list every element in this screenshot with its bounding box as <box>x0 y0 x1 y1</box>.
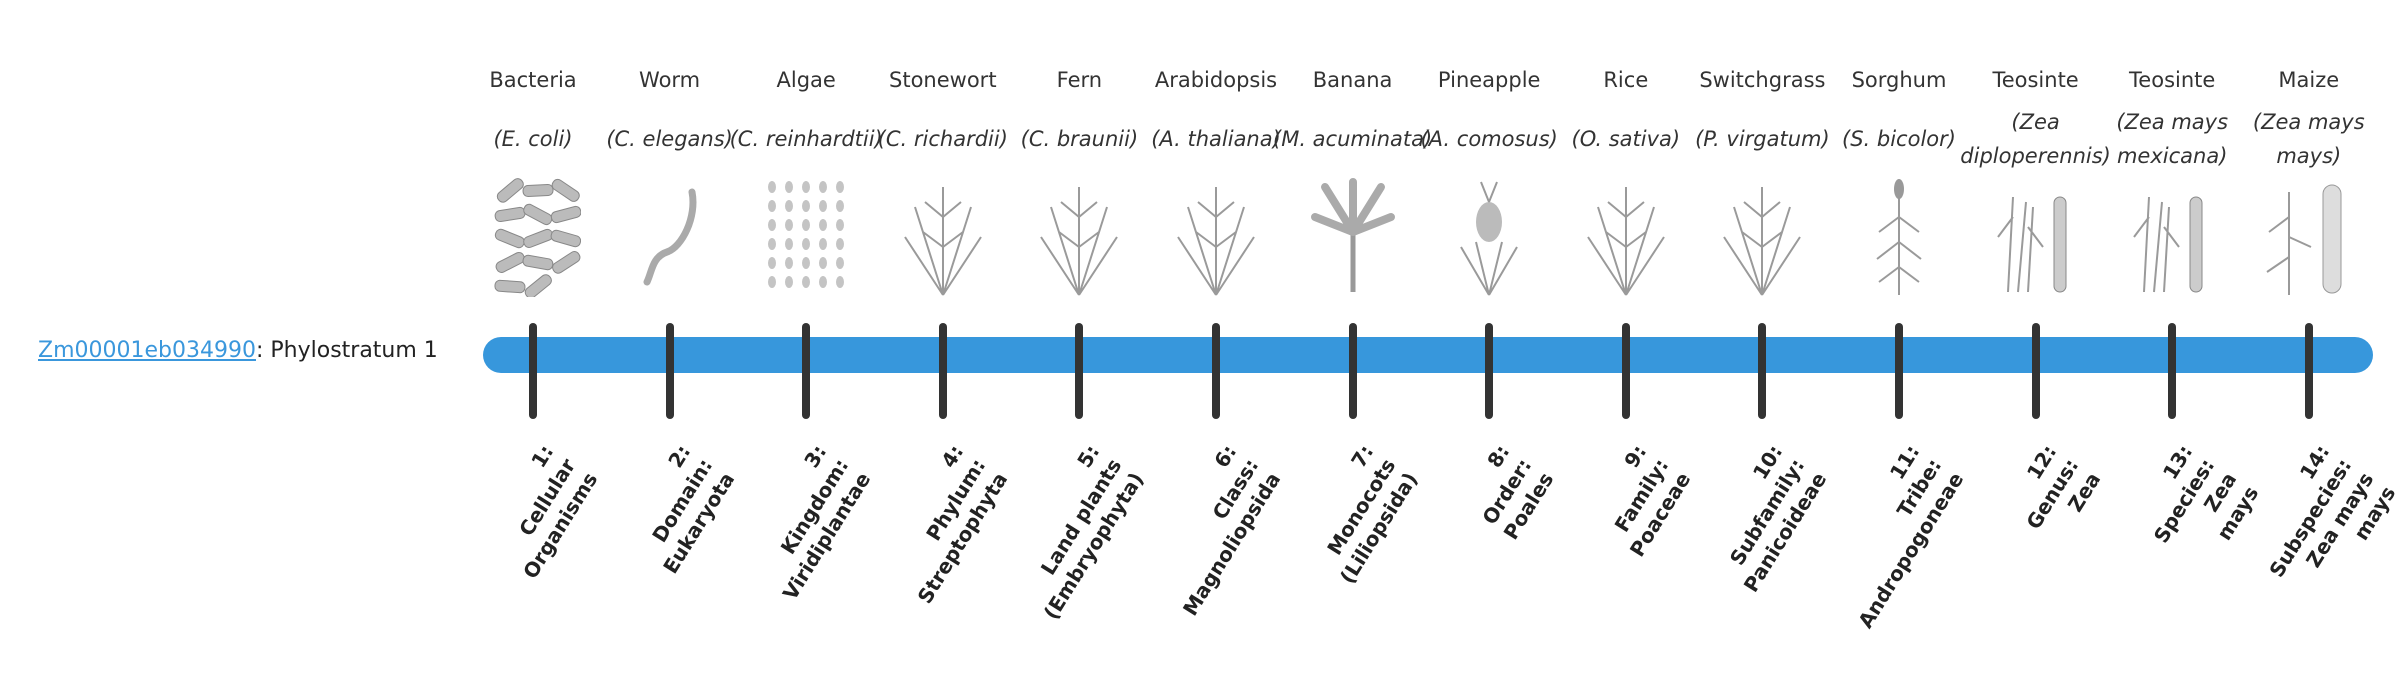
stratum-column: Bacteria (E. coli) 1: Cellular Organisms <box>465 0 602 583</box>
stratum-tick <box>2304 323 2313 419</box>
banana-icon <box>1310 178 1395 292</box>
sorghum-icon <box>1876 179 1922 295</box>
organism-common-name: Banana <box>1312 68 1393 92</box>
pineapple-icon <box>1460 181 1519 296</box>
bacteria-icon <box>494 178 581 297</box>
rice-icon <box>1586 187 1665 296</box>
organism-common-name: Rice <box>1603 68 1649 92</box>
organism-common-name: Maize <box>2278 68 2340 92</box>
stratum-tick <box>2031 323 2040 419</box>
organism-scientific-name: (Zea diploperennis) <box>1960 110 2111 168</box>
stratum-tick <box>1895 323 1903 419</box>
gene-label: Zm00001eb034990: Phylostratum 1 <box>38 338 438 363</box>
organism-scientific-name: (A. comosus) <box>1420 127 1558 151</box>
stratum-tick <box>1075 323 1084 419</box>
stratum-tick <box>1621 323 1630 419</box>
stratum-tick <box>938 323 947 419</box>
organism-scientific-name: (A. thaliana) <box>1151 127 1281 151</box>
maize-icon <box>2266 184 2342 295</box>
stratum-tick <box>1758 323 1767 419</box>
organism-scientific-name: (S. bicolor) <box>1842 127 1956 151</box>
arabidopsis-icon <box>1177 187 1255 296</box>
organism-common-name: Bacteria <box>489 68 577 92</box>
stratum-tick <box>2168 323 2177 419</box>
organism-common-name: Teosinte <box>1992 68 2079 92</box>
stratum-column: Arabidopsis (A. thaliana) 6: Class: Magnol… <box>1148 0 1285 620</box>
phylostratum-text: : Phylostratum 1 <box>255 338 438 363</box>
stratum-tick <box>1348 323 1357 419</box>
stratum-column: Stonewort (C. richardii) 4: Phylum: Strept… <box>875 0 1012 608</box>
teosinte-icon <box>1996 196 2067 293</box>
organism-common-name: Fern <box>1056 68 1103 92</box>
organism-common-name: Stonewort <box>889 68 997 92</box>
organism-common-name: Switchgrass <box>1699 68 1826 92</box>
stonewort-icon <box>903 187 982 296</box>
organism-common-name: Arabidopsis <box>1154 68 1278 92</box>
organism-common-name: Teosinte <box>2129 68 2216 92</box>
organism-scientific-name: (C. reinhardtii) <box>729 127 883 151</box>
organism-scientific-name: (C. braunii) <box>1020 127 1139 151</box>
stratum-tick <box>802 323 811 419</box>
organism-scientific-name: (C. richardii) <box>877 127 1008 151</box>
organism-common-name: Sorghum <box>1851 68 1947 92</box>
organism-common-name: Algae <box>776 68 836 92</box>
algae-icon <box>768 181 845 288</box>
teosinte-icon <box>2133 196 2203 293</box>
stratum-column: Fern (C. braunii) 5: Land plants (Embryoph… <box>1011 0 1149 624</box>
organism-common-name: Pineapple <box>1437 68 1541 92</box>
phylostrata-timeline-bar <box>483 337 2373 373</box>
gene-id-link[interactable]: Zm00001eb034990 <box>38 338 256 363</box>
worm-icon <box>643 188 697 286</box>
organism-scientific-name: (Zea mays mays) <box>2252 110 2365 168</box>
stratum-column: Switchgrass (P. virgatum) 10: Subfamily: P… <box>1694 0 1832 596</box>
stratum-column: Algae (C. reinhardtii) 3: Kingdom: Viridip… <box>730 0 883 604</box>
stratum-column: Rice (O. sativa) 9: Family: Poaceae <box>1558 0 1696 580</box>
organism-common-name: Worm <box>639 68 701 92</box>
organism-scientific-name: (O. sativa) <box>1571 127 1681 151</box>
stratum-column: Sorghum (S. bicolor) 11: Tribe: Andropogon… <box>1831 0 1968 632</box>
organism-scientific-name: (E. coli) <box>493 127 573 151</box>
stratum-tick <box>665 323 674 419</box>
organism-scientific-name: (C. elegans) <box>606 127 733 151</box>
stratum-column: Worm (C. elegans) 2: Domain: Eukaryota <box>602 0 739 580</box>
stratum-tick <box>1212 323 1220 419</box>
organism-scientific-name: (M. acuminata) <box>1273 127 1433 151</box>
stratum-tick <box>1485 323 1494 419</box>
fern-icon <box>1040 187 1119 296</box>
organism-scientific-name: (Zea mays mexicana) <box>2116 110 2229 168</box>
stratum-column: Maize (Zea mays mays) 14: Subspecies: Zea … <box>2241 0 2400 581</box>
stratum-column: Teosinte (Zea mays mexicana) 13: Species:… <box>2104 0 2263 580</box>
stratum-column: Pineapple (A. comosus) 8: Order: Poales <box>1420 0 1558 580</box>
stratum-tick <box>529 323 537 419</box>
switchgrass-icon <box>1723 187 1802 296</box>
stratum-column: Teosinte (Zea diploperennis) 12: Genus: Ze… <box>1960 0 2111 580</box>
stratum-column: Banana (M. acuminata) 7: Monocots (Liliops… <box>1273 0 1432 588</box>
organism-scientific-name: (P. virgatum) <box>1695 127 1830 151</box>
